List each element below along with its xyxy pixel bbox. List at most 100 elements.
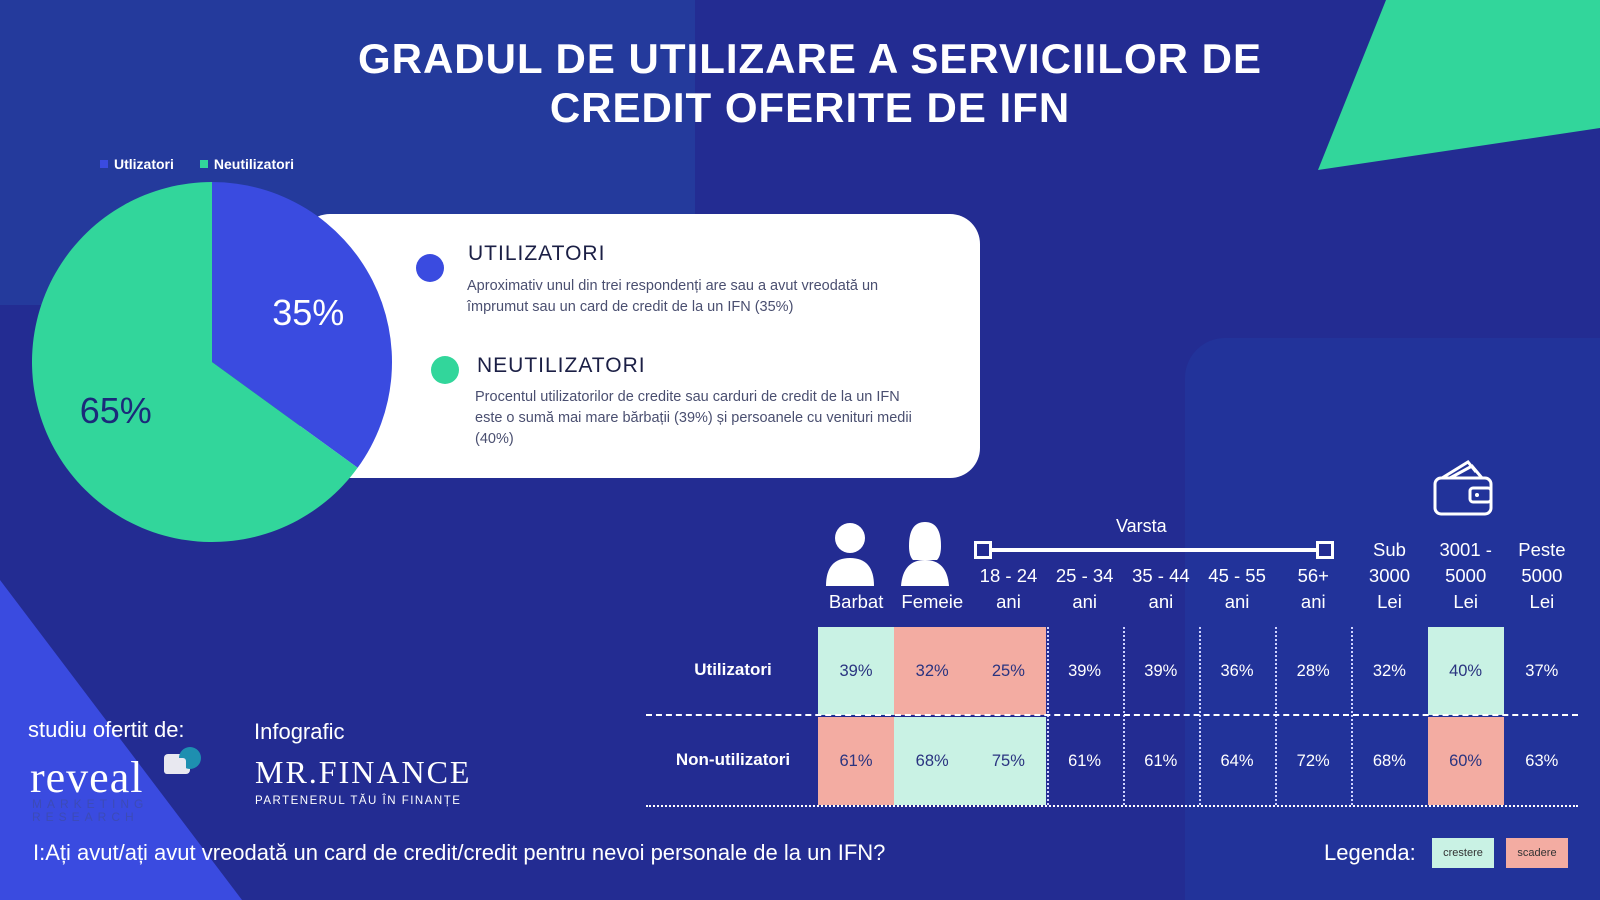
column-separator bbox=[1275, 627, 1278, 805]
row-separator bbox=[646, 714, 1578, 716]
column-separator bbox=[1046, 627, 1049, 805]
column-separator bbox=[1122, 627, 1125, 805]
reveal-tagline: MARKETING RESEARCH bbox=[32, 798, 148, 824]
table-cell: 25% bbox=[970, 627, 1047, 715]
info-card: UTILIZATORI Aproximativ unul din trei re… bbox=[300, 214, 980, 478]
study-by-label: studiu ofertit de: bbox=[28, 717, 185, 742]
column-separator bbox=[1351, 627, 1354, 805]
mrfinance-tagline: PARTENERUL TĂU ÎN FINANȚE bbox=[255, 795, 462, 807]
age-range-end-marker bbox=[1316, 541, 1334, 559]
man-icon bbox=[826, 523, 874, 586]
title-line-2: CREDIT OFERITE DE IFN bbox=[549, 84, 1071, 131]
column-header-line: ani bbox=[1072, 591, 1098, 612]
column-header: Barbat bbox=[812, 589, 900, 615]
pie-legend: Utlizatori Neutilizatori bbox=[100, 156, 294, 172]
column-header: 35 - 44 ani bbox=[1117, 563, 1205, 615]
table-cell: 61% bbox=[1068, 751, 1102, 770]
table-cell: 68% bbox=[894, 717, 971, 805]
legend-decrease: scadere bbox=[1506, 838, 1568, 868]
row-label: Non-utilizatori bbox=[675, 750, 791, 769]
age-range-start-marker bbox=[974, 541, 992, 559]
table-cell: 39% bbox=[818, 627, 894, 715]
column-header-line: 56+ bbox=[1297, 565, 1329, 586]
column-header-line: 45 - 55 bbox=[1208, 565, 1266, 586]
column-separator bbox=[1199, 627, 1201, 805]
column-header-line: 5000 bbox=[1445, 565, 1487, 586]
table-cell: 36% bbox=[1220, 661, 1254, 680]
infographic-by-label: Infografic bbox=[254, 719, 345, 744]
title-line-1: GRADUL DE UTILIZARE A SERVICIILOR DE bbox=[357, 35, 1263, 82]
table-cell: 60% bbox=[1427, 717, 1504, 805]
row-label: Utilizatori bbox=[694, 660, 772, 679]
table-cell: 64% bbox=[1220, 751, 1254, 770]
column-header: Sub 3000 Lei bbox=[1345, 537, 1433, 615]
reveal-tagline-1: MARKETING bbox=[32, 797, 149, 811]
reveal-logo-text: reveal bbox=[30, 753, 144, 802]
pie-label-users: 35% bbox=[272, 292, 344, 333]
column-header-line: Lei bbox=[1453, 591, 1479, 612]
legend-item-nonusers: Neutilizatori bbox=[199, 156, 295, 172]
column-header-line: 35 - 44 bbox=[1132, 565, 1190, 586]
table-cell: 37% bbox=[1525, 661, 1559, 680]
reveal-logo-mark bbox=[164, 747, 201, 774]
table-cell: 61% bbox=[818, 717, 894, 805]
column-header-line: Femeie bbox=[901, 591, 964, 612]
legend-label-users: Utlizatori bbox=[114, 156, 174, 172]
nonusers-dot bbox=[431, 356, 459, 384]
column-header-line: ani bbox=[996, 591, 1021, 612]
column-header: 56+ ani bbox=[1269, 563, 1357, 615]
nonusers-description: Procentul utilizatorilor de credite sau … bbox=[475, 389, 912, 447]
column-header: 18 - 24 ani bbox=[964, 563, 1052, 615]
legend-swatch-users bbox=[100, 160, 108, 168]
legend-item-users: Utlizatori bbox=[100, 156, 174, 172]
wallet-icon bbox=[1433, 460, 1493, 516]
column-header-line: 3001 - bbox=[1439, 539, 1492, 560]
column-header-line: ani bbox=[1300, 591, 1326, 612]
column-header-line: Barbat bbox=[828, 591, 884, 612]
nonusers-heading: NEUTILIZATORI bbox=[477, 354, 646, 377]
reveal-logo: reveal bbox=[30, 752, 143, 803]
users-heading: UTILIZATORI bbox=[468, 242, 606, 265]
column-header-line: Lei bbox=[1377, 591, 1402, 612]
column-header: Femeie bbox=[888, 589, 976, 615]
legend-label-nonusers: Neutilizatori bbox=[213, 156, 295, 172]
legend-swatch-nonusers bbox=[199, 160, 208, 168]
column-header-line: Sub bbox=[1373, 539, 1406, 560]
page-title: GRADUL DE UTILIZARE A SERVICIILOR DE CRE… bbox=[250, 34, 1370, 132]
table-cell: 40% bbox=[1427, 627, 1504, 715]
survey-question: I:Ați avut/ați avut vreodată un card de … bbox=[33, 840, 886, 865]
table-cell: 28% bbox=[1296, 661, 1330, 680]
reveal-tagline-2: RESEARCH bbox=[32, 810, 139, 824]
column-header: 45 - 55 ani bbox=[1193, 563, 1281, 615]
table-cell: 72% bbox=[1296, 751, 1330, 770]
table-cell: 39% bbox=[1068, 661, 1102, 680]
pie-slice-nonusers bbox=[31, 182, 358, 542]
bg-panel-right bbox=[1185, 338, 1600, 900]
pie-label-nonusers: 65% bbox=[80, 390, 152, 431]
legend-increase: crestere bbox=[1432, 838, 1494, 868]
column-header-line: Lei bbox=[1529, 591, 1555, 612]
column-header-line: ani bbox=[1224, 591, 1250, 612]
pie-slice-users bbox=[212, 182, 392, 468]
mrfinance-logo: MR.FINANCE bbox=[255, 754, 472, 790]
table-cell: 75% bbox=[970, 717, 1047, 805]
column-header-line: 18 - 24 bbox=[979, 565, 1038, 586]
column-header-line: Peste bbox=[1518, 539, 1566, 560]
table-cell: 63% bbox=[1525, 751, 1559, 770]
column-header-line: 25 - 34 bbox=[1055, 565, 1114, 586]
column-header-line: ani bbox=[1148, 591, 1174, 612]
age-range-line bbox=[977, 548, 1325, 552]
column-header-line: 3000 bbox=[1368, 565, 1411, 586]
table-legend-label: Legenda: bbox=[1324, 840, 1416, 865]
table-cell: 68% bbox=[1372, 751, 1406, 770]
table-cell: 61% bbox=[1144, 751, 1178, 770]
table-cell: 32% bbox=[894, 627, 971, 715]
table-cell: 39% bbox=[1144, 661, 1178, 680]
column-header: 25 - 34 ani bbox=[1041, 563, 1129, 615]
column-header-line: 5000 bbox=[1521, 565, 1563, 586]
table-cell: 32% bbox=[1372, 661, 1406, 680]
column-header: Peste 5000 Lei bbox=[1498, 537, 1586, 615]
users-description: Aproximativ unul din trei respondenți ar… bbox=[467, 278, 879, 315]
users-dot bbox=[416, 254, 444, 282]
pie-chart: 35% 65% bbox=[31, 182, 392, 542]
